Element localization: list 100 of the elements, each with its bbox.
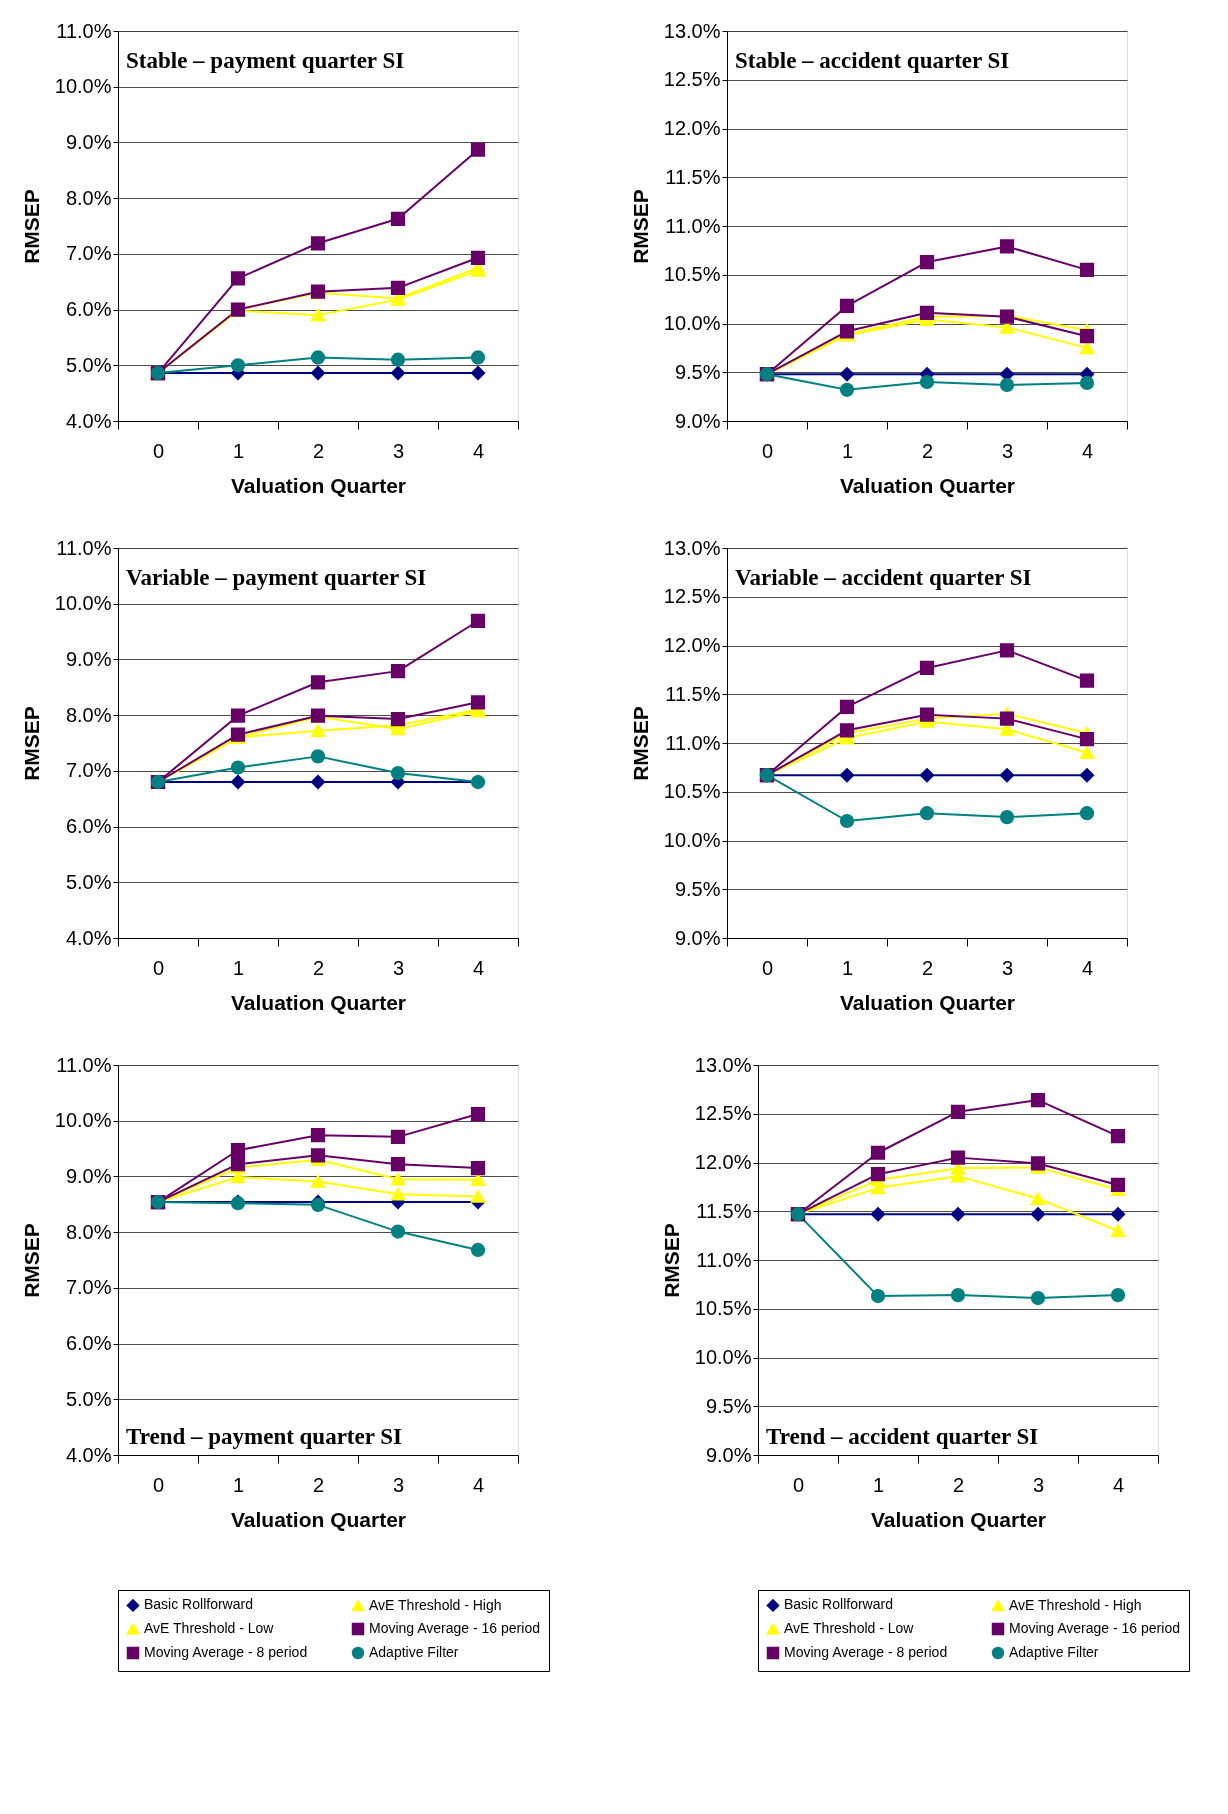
y-tick-label: 9.0% — [674, 409, 721, 432]
x-tick-label: 1 — [872, 1473, 885, 1496]
y-tick-label: 9.0% — [705, 1443, 752, 1466]
x-tick-label: 1 — [841, 439, 854, 462]
text: Trend – payment quarter SI — [126, 1424, 403, 1449]
y-axis-title: RMSEP — [628, 189, 652, 264]
x-tick-label: 1 — [841, 956, 854, 979]
y-tick-label: 11.0% — [56, 19, 112, 42]
y-tick-label: 7.0% — [65, 759, 112, 782]
text: Trend – accident quarter SI — [766, 1424, 1039, 1449]
y-tick-label: 11.5% — [665, 165, 721, 188]
x-tick-label: 3 — [1001, 956, 1014, 979]
y-tick-label: 7.0% — [65, 1276, 112, 1299]
y-tick-label: 5.0% — [65, 1387, 112, 1410]
y-tick-label: 10.5% — [663, 263, 721, 286]
y-tick-label: 9.0% — [65, 647, 112, 670]
x-tick-label: 1 — [232, 956, 245, 979]
y-tick-label: 9.5% — [705, 1394, 752, 1417]
x-tick-label: 2 — [952, 1473, 965, 1496]
y-tick-label: 8.0% — [65, 1220, 112, 1243]
x-tick-label: 3 — [392, 439, 405, 462]
legend-label: AvE Threshold - Low — [784, 1620, 915, 1636]
y-axis-title: RMSEP — [19, 1223, 43, 1298]
y-tick-label: 9.5% — [674, 877, 721, 900]
y-tick-label: 10.0% — [694, 1346, 752, 1368]
x-axis-title: Valuation Quarter — [230, 1507, 407, 1531]
x-axis-title: Valuation Quarter — [839, 473, 1016, 497]
y-tick-label: 4.0% — [65, 409, 112, 432]
legend-label: Moving Average - 16 period — [369, 1620, 540, 1636]
x-tick-label: 2 — [312, 956, 325, 979]
y-tick-label: 9.0% — [674, 926, 721, 949]
y-tick-label: 13.0% — [694, 1053, 752, 1076]
y-tick-label: 5.0% — [65, 353, 112, 376]
x-axis-title: Valuation Quarter — [870, 1507, 1047, 1531]
x-tick-label: 0 — [761, 439, 774, 462]
x-tick-label: 1 — [232, 1473, 245, 1496]
legend-label: AvE Threshold - High — [369, 1596, 502, 1613]
y-tick-label: 11.0% — [665, 214, 721, 237]
text: Stable – payment quarter SI — [126, 48, 405, 73]
y-tick-label: 11.0% — [56, 1053, 112, 1076]
x-tick-label: 2 — [312, 439, 325, 462]
y-tick-label: 4.0% — [65, 1443, 112, 1466]
x-tick-label: 4 — [1081, 956, 1094, 979]
y-tick-label: 4.0% — [65, 926, 112, 949]
x-tick-label: 3 — [1032, 1473, 1045, 1496]
text: Variable – accident quarter SI — [735, 565, 1032, 590]
legend-label: AvE Threshold - Low — [144, 1620, 275, 1636]
x-tick-label: 3 — [392, 956, 405, 979]
x-tick-label: 2 — [312, 1473, 325, 1496]
x-tick-label: 1 — [232, 439, 245, 462]
y-tick-label: 8.0% — [65, 186, 112, 209]
x-axis-title: Valuation Quarter — [839, 990, 1016, 1014]
legend-label: Adaptive Filter — [369, 1644, 459, 1660]
y-axis-title: RMSEP — [628, 706, 652, 781]
legend-label: Adaptive Filter — [1009, 1644, 1099, 1660]
y-tick-label: 8.0% — [65, 703, 112, 726]
y-tick-label: 12.0% — [663, 117, 721, 139]
legend-label: Basic Rollforward — [144, 1596, 253, 1613]
y-tick-label: 9.0% — [65, 1164, 112, 1187]
y-tick-label: 10.0% — [54, 592, 112, 615]
y-axis-title: RMSEP — [19, 706, 43, 781]
x-tick-label: 0 — [792, 1473, 805, 1496]
legend-label: Moving Average - 8 period — [784, 1644, 948, 1660]
y-tick-label: 5.0% — [65, 870, 112, 893]
x-axis-title: Valuation Quarter — [230, 990, 407, 1014]
y-tick-label: 13.0% — [663, 19, 721, 42]
text: Variable – payment quarter SI — [126, 565, 427, 590]
legend-label: Moving Average - 16 period — [1009, 1620, 1180, 1636]
y-tick-label: 9.0% — [65, 130, 112, 153]
y-tick-label: 10.0% — [54, 75, 112, 98]
y-tick-label: 10.5% — [663, 780, 721, 803]
y-tick-label: 10.0% — [54, 1109, 112, 1132]
y-axis-title: RMSEP — [659, 1223, 683, 1298]
y-tick-label: 12.5% — [694, 1102, 752, 1125]
x-tick-label: 0 — [761, 956, 774, 979]
y-tick-label: 12.0% — [663, 634, 721, 656]
legend-label: AvE Threshold - High — [1009, 1596, 1142, 1613]
y-tick-label: 11.5% — [665, 682, 721, 705]
x-tick-label: 4 — [472, 1473, 485, 1496]
x-tick-label: 3 — [392, 1473, 405, 1496]
y-tick-label: 13.0% — [663, 536, 721, 559]
x-axis-title: Valuation Quarter — [230, 473, 407, 497]
y-tick-label: 12.5% — [663, 585, 721, 608]
y-tick-label: 10.5% — [694, 1297, 752, 1320]
x-tick-label: 4 — [1112, 1473, 1125, 1496]
y-tick-label: 10.0% — [663, 829, 721, 851]
x-tick-label: 3 — [1001, 439, 1014, 462]
y-tick-label: 11.5% — [696, 1199, 752, 1222]
x-tick-label: 0 — [152, 956, 165, 979]
y-tick-label: 6.0% — [65, 1332, 112, 1355]
y-tick-label: 6.0% — [65, 298, 112, 321]
y-axis-title: RMSEP — [19, 189, 43, 264]
y-tick-label: 7.0% — [65, 242, 112, 265]
y-tick-label: 12.0% — [694, 1151, 752, 1173]
y-tick-label: 6.0% — [65, 815, 112, 838]
y-tick-label: 9.5% — [674, 360, 721, 383]
x-tick-label: 2 — [921, 439, 934, 462]
x-tick-label: 2 — [921, 956, 934, 979]
x-tick-label: 4 — [472, 439, 485, 462]
x-tick-label: 0 — [152, 439, 165, 462]
